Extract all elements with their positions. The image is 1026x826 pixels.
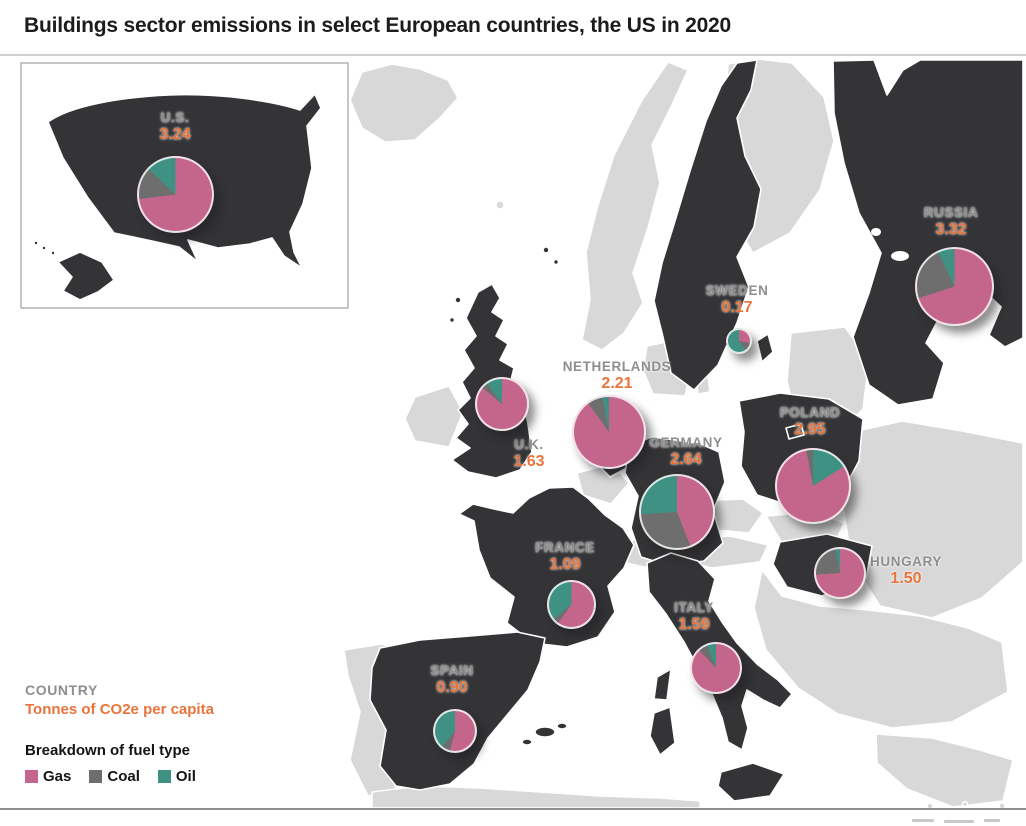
lake-ladoga [891,251,909,261]
island-hebrides-1 [454,296,462,304]
top-rule [0,54,1026,56]
legend-breakdown-title: Breakdown of fuel type [25,742,191,759]
legend-fuel-swatch [89,770,103,783]
island-sicily [717,762,785,802]
attribution-partial [984,819,1000,822]
island-gotland [756,333,774,363]
legend-unit-label: Tonnes of CO2e per capita [25,701,214,718]
island-sardinia [649,706,676,756]
country-shape-belarus-ukraine [841,420,1024,619]
country-shape-germany [624,436,726,567]
island-hawaii-3 [50,250,56,256]
legend-fuel-name: Gas [43,768,72,785]
island-mallorca [534,726,556,738]
island-ibiza [521,738,533,746]
legend-fuel-name: Oil [175,768,196,785]
island-faroe [495,200,505,210]
island-menorca [556,722,568,730]
country-shape-sweden [653,59,762,391]
island-aegean-2 [961,800,969,808]
island-corsica [653,668,672,701]
country-shape-balkans [753,569,1009,729]
country-shape-kaliningrad [785,423,805,440]
island-shetland-2 [552,258,560,266]
legend-fuel-item: Gas [25,768,71,785]
bottom-rule [0,808,1026,810]
island-shetland-1 [542,246,550,254]
country-shape-alaska [57,251,115,301]
country-shape-spain [369,631,546,791]
legend: COUNTRY Tonnes of CO2e per capita Breakd… [25,682,214,785]
chart-title: Buildings sector emissions in select Eur… [24,14,732,37]
country-shape-norway [581,61,689,351]
country-shape-russia [832,59,1024,406]
country-shape-uk [451,283,533,479]
legend-fuel-name: Coal [107,768,140,785]
island-hebrides-2 [448,316,456,324]
attribution-partial [944,820,974,823]
country-shape-greece [875,733,1014,808]
country-shape-france [458,486,635,648]
legend-fuel-item: Oil [157,768,196,785]
legend-fuel-swatch [25,770,38,783]
island-hawaii-2 [41,245,47,251]
legend-fuel-item: Coal [89,768,140,785]
island-hawaii-1 [33,240,39,246]
country-shape-iceland [349,63,459,143]
legend-fuel-row: Gas Coal Oil [25,768,214,785]
legend-country-label: COUNTRY [25,682,98,698]
legend-fuel-swatch [157,770,171,783]
country-shape-hungary [772,533,873,597]
attribution-partial [912,819,934,822]
lake-onega [871,228,881,236]
country-shape-ireland [404,385,464,448]
